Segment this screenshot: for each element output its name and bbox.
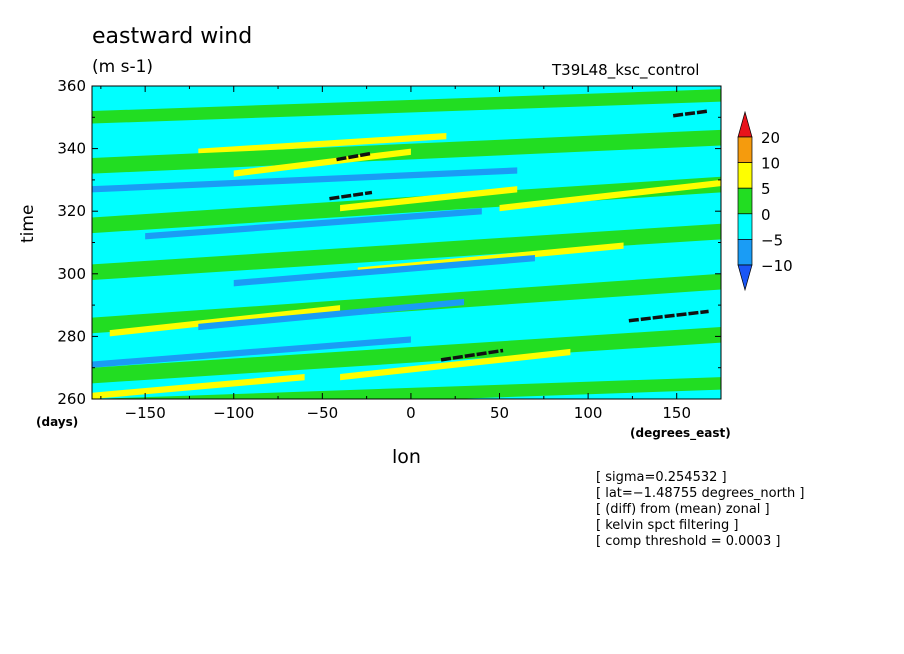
y-tick-label: 260	[57, 390, 86, 408]
contour-band	[198, 132, 447, 155]
composite-segment	[628, 309, 709, 323]
x-tick-label: −150	[125, 404, 166, 422]
contour-band	[340, 348, 571, 381]
colorbar-box	[737, 187, 753, 215]
x-axis-unit: (degrees_east)	[630, 426, 731, 440]
x-tick-label: 50	[490, 404, 509, 422]
contour-band	[92, 373, 305, 399]
contour-band	[92, 336, 411, 368]
x-tick-label: −100	[213, 404, 254, 422]
colorbar-box	[737, 136, 753, 163]
x-tick-label: 100	[574, 404, 603, 422]
contour-band	[92, 377, 721, 399]
x-tick-label: 150	[662, 404, 691, 422]
colorbar-label: −10	[761, 257, 793, 275]
run-label: T39L48_ksc_control	[552, 61, 700, 79]
colorbar-top-triangle	[737, 110, 753, 138]
contour-band	[109, 305, 341, 337]
colorbar-box	[737, 239, 753, 266]
y-tick-label: 280	[57, 327, 86, 345]
colorbar-label: 20	[761, 129, 780, 147]
chart-title: eastward wind	[92, 24, 253, 49]
x-axis-label: lon	[392, 446, 421, 468]
notes-block: [ sigma=0.254532 ] [ lat=−1.48755 degree…	[596, 470, 804, 550]
contour-band	[92, 176, 721, 234]
contour-band	[198, 298, 465, 331]
note-line: [ kelvin spct filtering ]	[596, 518, 739, 533]
chart-units: (m s-1)	[92, 57, 154, 77]
colorbar-box	[737, 213, 753, 240]
y-tick-label: 360	[57, 77, 86, 95]
composite-segment	[336, 151, 373, 162]
colorbar-label: 0	[761, 206, 771, 224]
contour-band	[340, 186, 518, 212]
contour-band	[233, 255, 535, 287]
y-tick-label: 320	[57, 202, 86, 220]
field-bands	[92, 89, 721, 399]
colorbar-bottom-triangle	[737, 264, 753, 292]
colorbar-label: 10	[761, 155, 780, 173]
composite-segment	[672, 109, 709, 118]
contour-band	[92, 223, 721, 281]
x-tick-label: −50	[307, 404, 339, 422]
colorbar-label: −5	[761, 231, 783, 249]
contour-band	[92, 167, 518, 193]
note-line: [ (diff) from (mean) zonal ]	[596, 502, 770, 517]
y-tick-label: 300	[57, 265, 86, 283]
colorbar-box	[737, 162, 753, 189]
x-tick-label: 0	[406, 404, 416, 422]
contour-band	[92, 89, 721, 124]
composite-segment	[329, 190, 373, 201]
contour-band	[92, 327, 721, 384]
y-tick-label: 340	[57, 140, 86, 158]
colorbar-label: 5	[761, 180, 771, 198]
composite-segment	[440, 348, 504, 362]
contour-band	[145, 208, 482, 240]
y-axis-unit: (days)	[36, 415, 79, 429]
note-line: [ comp threshold = 0.0003 ]	[596, 534, 781, 549]
contour-band	[499, 179, 721, 212]
note-line: [ lat=−1.48755 degrees_north ]	[596, 486, 805, 501]
note-line: [ sigma=0.254532 ]	[596, 470, 727, 485]
